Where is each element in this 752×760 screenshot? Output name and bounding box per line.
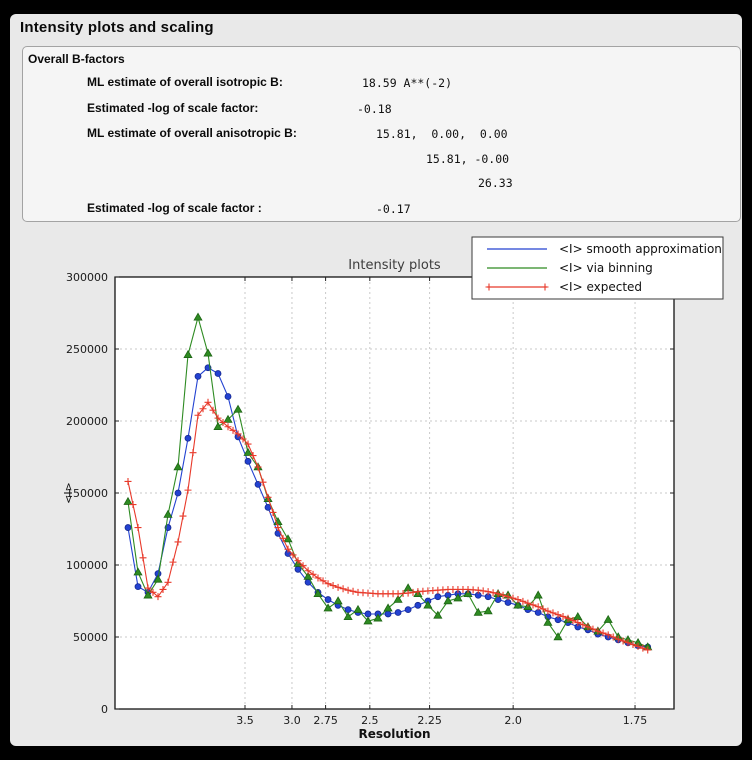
svg-text:100000: 100000 — [66, 559, 108, 572]
intensity-plot-chart: 3.5 3.0 2.75 2.5 2.25 2.0 1.75 0 50000 100000 1500… — [62, 236, 724, 741]
section-heading: Overall B-factors — [28, 52, 125, 66]
svg-text:3.0: 3.0 — [283, 714, 301, 727]
svg-text:300000: 300000 — [66, 271, 108, 284]
row-value-anisotropic-b-row3: 26.33 — [478, 176, 513, 190]
svg-text:1.75: 1.75 — [623, 714, 648, 727]
svg-text:<I> smooth approximation: <I> smooth approximation — [559, 242, 722, 256]
svg-text:2.25: 2.25 — [417, 714, 442, 727]
svg-text:3.5: 3.5 — [236, 714, 254, 727]
row-label-scale-factor-2: Estimated -log of scale factor : — [87, 201, 262, 215]
series-plus — [124, 398, 652, 654]
svg-text:200000: 200000 — [66, 415, 108, 428]
y-axis-label: <I> — [62, 482, 75, 504]
svg-text:<I> via binning: <I> via binning — [559, 261, 653, 275]
row-value-scale-factor: -0.18 — [357, 102, 392, 116]
row-value-scale-factor-2: -0.17 — [376, 202, 411, 216]
y-tick-labels: 0 50000 100000 150000 200000 250000 300000 — [66, 271, 108, 716]
svg-text:0: 0 — [101, 703, 108, 716]
legend: <I> smooth approximation <I> via binning <… — [471, 236, 724, 300]
row-label-scale-factor: Estimated -log of scale factor: — [87, 101, 259, 115]
b-factors-box — [22, 46, 741, 222]
gridlines — [115, 277, 674, 709]
row-value-isotropic-b: 18.59 A**(-2) — [362, 76, 453, 90]
row-value-anisotropic-b-row1: 15.81, 0.00, 0.00 — [376, 127, 508, 141]
x-tick-labels: 3.5 3.0 2.75 2.5 2.25 2.0 1.75 — [236, 714, 647, 727]
svg-text:150000: 150000 — [66, 487, 108, 500]
row-value-anisotropic-b-row2: 15.81, -0.00 — [426, 152, 510, 166]
svg-text:<I> expected: <I> expected — [559, 280, 642, 294]
svg-text:2.0: 2.0 — [504, 714, 522, 727]
row-label-anisotropic-b: ML estimate of overall anisotropic B: — [87, 126, 297, 140]
x-axis-label: Resolution — [358, 727, 430, 741]
svg-text:50000: 50000 — [73, 631, 108, 644]
svg-text:250000: 250000 — [66, 343, 108, 356]
svg-text:2.5: 2.5 — [361, 714, 379, 727]
row-label-isotropic-b: ML estimate of overall isotropic B: — [87, 75, 283, 89]
report-panel: Intensity plots and scaling Overall B-fa… — [10, 14, 742, 746]
page-title: Intensity plots and scaling — [20, 19, 214, 36]
svg-text:2.75: 2.75 — [313, 714, 338, 727]
chart-title: Intensity plots — [348, 258, 441, 273]
